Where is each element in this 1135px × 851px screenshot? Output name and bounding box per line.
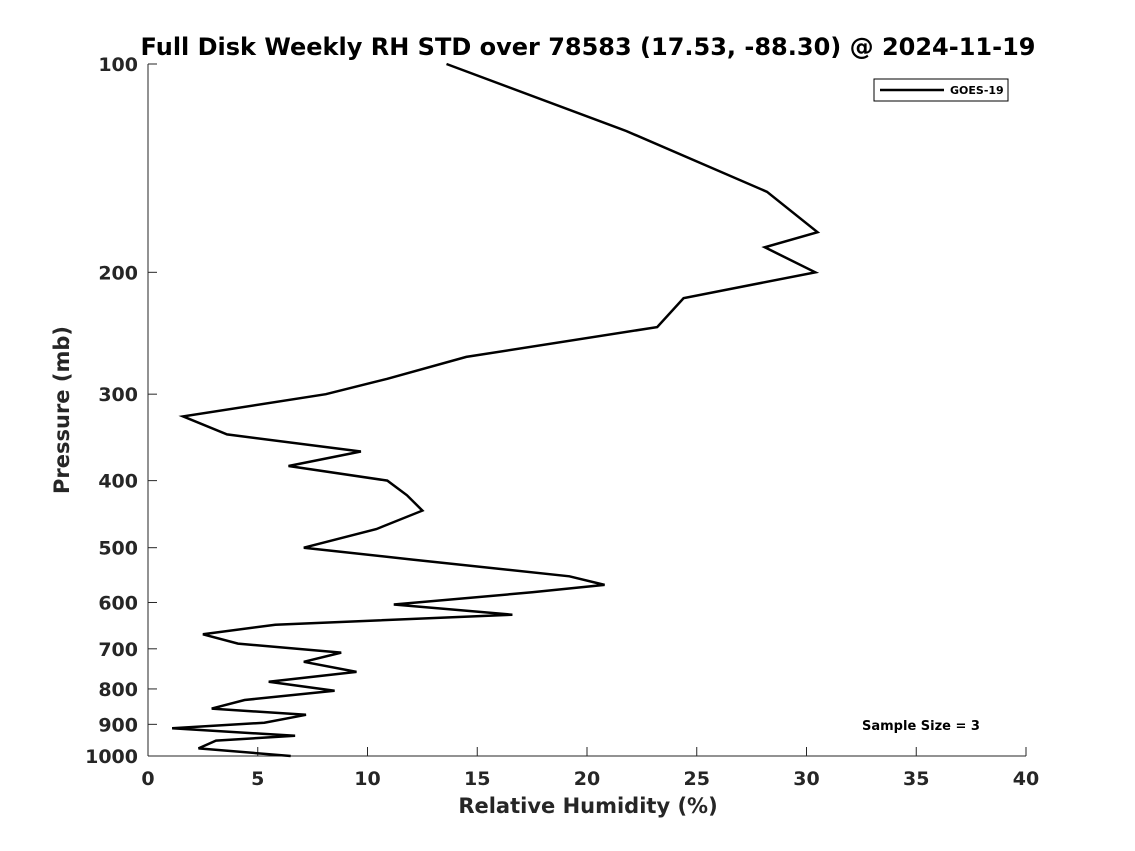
axes: 0 5 10 15 20 25 30 35 40 100 200 300 400 500 600 700 800… — [85, 54, 1039, 790]
x-tick-label: 35 — [903, 768, 929, 790]
y-axis-label: Pressure (mb) — [50, 326, 74, 494]
y-tick-label: 800 — [98, 679, 138, 701]
y-tick-label: 900 — [98, 714, 138, 736]
legend: GOES-19 — [873, 78, 1009, 102]
x-tick-label: 20 — [574, 768, 600, 790]
y-tick-label: 600 — [98, 592, 138, 614]
x-tick-label: 15 — [464, 768, 490, 790]
y-tick-label: 300 — [98, 384, 138, 406]
plot-lines — [172, 62, 821, 758]
x-tick-label: 30 — [793, 768, 819, 790]
y-tick-label: 200 — [98, 262, 138, 284]
x-tick-label: 0 — [141, 768, 154, 790]
chart-title: Full Disk Weekly RH STD over 78583 (17.5… — [141, 33, 1036, 61]
x-axis-label: Relative Humidity (%) — [458, 794, 717, 818]
legend-label-goes-19: GOES-19 — [950, 84, 1004, 97]
x-tick-label: 25 — [684, 768, 710, 790]
y-tick-label: 700 — [98, 639, 138, 661]
y-tick-label: 400 — [98, 471, 138, 493]
sample-size-annotation: Sample Size = 3 — [862, 719, 980, 734]
x-tick-label: 5 — [251, 768, 264, 790]
series-line-goes-19 — [172, 62, 821, 758]
y-tick-label: 1000 — [85, 746, 138, 768]
y-tick-label: 100 — [98, 54, 138, 76]
x-tick-label: 10 — [354, 768, 380, 790]
x-tick-label: 40 — [1013, 768, 1039, 790]
y-tick-label: 500 — [98, 538, 138, 560]
